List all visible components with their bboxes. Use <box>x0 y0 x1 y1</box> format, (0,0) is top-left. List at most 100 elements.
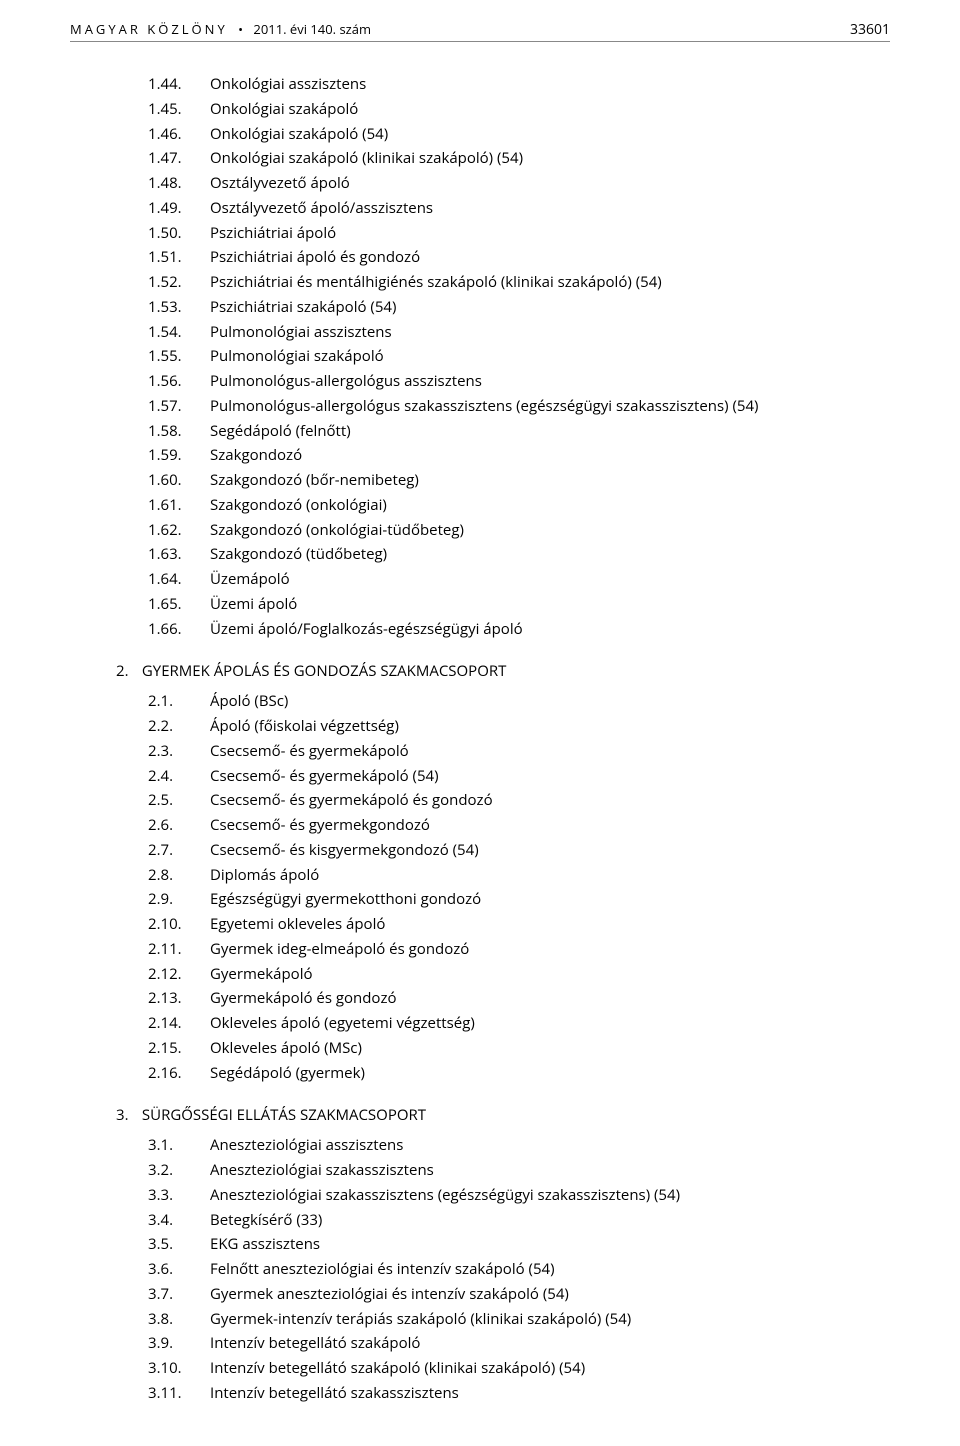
list-item-text: Csecsemő- és gyermekgondozó <box>210 813 890 838</box>
list-item: 1.57.Pulmonológus-allergológus szakasszi… <box>148 394 890 419</box>
list-item: 1.60.Szakgondozó (bőr-nemibeteg) <box>148 468 890 493</box>
publication-name: MAGYAR KÖZLÖNY <box>70 20 228 38</box>
list-item-text: Pszichiátriai szakápoló (54) <box>210 295 890 320</box>
list-item-text: Segédápoló (gyermek) <box>210 1061 890 1086</box>
list-item: 1.64.Üzemápoló <box>148 567 890 592</box>
list-item-number: 1.55. <box>148 344 210 369</box>
list-item: 2.6.Csecsemő- és gyermekgondozó <box>148 813 890 838</box>
header-bullet: • <box>234 20 247 38</box>
list-item: 1.56.Pulmonológus-allergológus assziszte… <box>148 369 890 394</box>
list-item-number: 1.52. <box>148 270 210 295</box>
list-item-number: 1.66. <box>148 617 210 642</box>
list-item-text: Csecsemő- és gyermekápoló (54) <box>210 764 890 789</box>
list-item-number: 1.64. <box>148 567 210 592</box>
section-2-title: 2. GYERMEK ÁPOLÁS ÉS GONDOZÁS SZAKMACSOP… <box>116 661 890 681</box>
list-item-number: 1.62. <box>148 518 210 543</box>
list-item-number: 1.57. <box>148 394 210 419</box>
list-section-1-cont: 1.44.Onkológiai asszisztens1.45.Onkológi… <box>148 72 890 641</box>
list-item-text: Ápoló (főiskolai végzettség) <box>210 714 890 739</box>
list-item-text: Gyermekápoló <box>210 962 890 987</box>
list-item-text: Intenzív betegellátó szakasszisztens <box>210 1381 890 1406</box>
list-item: 2.7.Csecsemő- és kisgyermekgondozó (54) <box>148 838 890 863</box>
list-item-text: Aneszteziológiai szakasszisztens <box>210 1158 890 1183</box>
list-item-text: Intenzív betegellátó szakápoló (klinikai… <box>210 1356 890 1381</box>
list-item-text: Onkológiai asszisztens <box>210 72 890 97</box>
list-item: 1.53.Pszichiátriai szakápoló (54) <box>148 295 890 320</box>
list-item: 2.15.Okleveles ápoló (MSc) <box>148 1036 890 1061</box>
list-item-number: 2.15. <box>148 1036 210 1061</box>
list-item: 1.65.Üzemi ápoló <box>148 592 890 617</box>
list-item-text: Pulmonológus-allergológus szakassziszten… <box>210 394 890 419</box>
list-item: 3.1.Aneszteziológiai asszisztens <box>148 1133 890 1158</box>
list-item-number: 2.10. <box>148 912 210 937</box>
list-item-text: Osztályvezető ápoló/asszisztens <box>210 196 890 221</box>
list-item: 1.48.Osztályvezető ápoló <box>148 171 890 196</box>
list-item-number: 2.5. <box>148 788 210 813</box>
list-item-text: Pulmonológiai szakápoló <box>210 344 890 369</box>
list-item-number: 2.13. <box>148 986 210 1011</box>
section-3-title: 3. SÜRGŐSSÉGI ELLÁTÁS SZAKMACSOPORT <box>116 1105 890 1125</box>
list-item-number: 1.47. <box>148 146 210 171</box>
list-item-text: Onkológiai szakápoló (klinikai szakápoló… <box>210 146 890 171</box>
list-item-number: 2.8. <box>148 863 210 888</box>
list-item-number: 1.56. <box>148 369 210 394</box>
list-item-text: Okleveles ápoló (egyetemi végzettség) <box>210 1011 890 1036</box>
list-item: 3.8.Gyermek-intenzív terápiás szakápoló … <box>148 1307 890 1332</box>
header-left: MAGYAR KÖZLÖNY • 2011. évi 140. szám <box>70 20 371 38</box>
section-3-num: 3. <box>116 1105 138 1125</box>
list-item-number: 1.45. <box>148 97 210 122</box>
list-item: 3.10.Intenzív betegellátó szakápoló (kli… <box>148 1356 890 1381</box>
list-item-text: Szakgondozó (tüdőbeteg) <box>210 542 890 567</box>
list-item: 1.52.Pszichiátriai és mentálhigiénés sza… <box>148 270 890 295</box>
list-item: 1.47.Onkológiai szakápoló (klinikai szak… <box>148 146 890 171</box>
list-item-number: 2.1. <box>148 689 210 714</box>
list-item-text: Segédápoló (felnőtt) <box>210 419 890 444</box>
list-item-text: Csecsemő- és gyermekápoló <box>210 739 890 764</box>
list-item: 1.58.Segédápoló (felnőtt) <box>148 419 890 444</box>
list-item: 3.3.Aneszteziológiai szakasszisztens (eg… <box>148 1183 890 1208</box>
list-item: 1.51.Pszichiátriai ápoló és gondozó <box>148 245 890 270</box>
list-item: 1.49.Osztályvezető ápoló/asszisztens <box>148 196 890 221</box>
list-item-number: 3.7. <box>148 1282 210 1307</box>
list-item-number: 3.6. <box>148 1257 210 1282</box>
list-item-number: 2.7. <box>148 838 210 863</box>
list-item-number: 1.65. <box>148 592 210 617</box>
list-item-text: Okleveles ápoló (MSc) <box>210 1036 890 1061</box>
list-item-number: 1.51. <box>148 245 210 270</box>
list-item-text: Üzemápoló <box>210 567 890 592</box>
list-item: 3.11.Intenzív betegellátó szakassziszten… <box>148 1381 890 1406</box>
list-item-number: 3.2. <box>148 1158 210 1183</box>
list-item: 1.50.Pszichiátriai ápoló <box>148 221 890 246</box>
list-item-text: Csecsemő- és kisgyermekgondozó (54) <box>210 838 890 863</box>
list-item-number: 1.50. <box>148 221 210 246</box>
list-item: 2.2.Ápoló (főiskolai végzettség) <box>148 714 890 739</box>
list-item-number: 1.63. <box>148 542 210 567</box>
list-item-text: Gyermekápoló és gondozó <box>210 986 890 1011</box>
list-section-3: 3.1.Aneszteziológiai asszisztens3.2.Anes… <box>148 1133 890 1405</box>
list-item-text: Intenzív betegellátó szakápoló <box>210 1331 890 1356</box>
running-header: MAGYAR KÖZLÖNY • 2011. évi 140. szám 336… <box>70 20 890 42</box>
list-item: 1.62.Szakgondozó (onkológiai-tüdőbeteg) <box>148 518 890 543</box>
page-number: 33601 <box>850 20 890 39</box>
list-item: 2.5.Csecsemő- és gyermekápoló és gondozó <box>148 788 890 813</box>
list-item-text: Egyetemi okleveles ápoló <box>210 912 890 937</box>
list-item: 3.7.Gyermek aneszteziológiai és intenzív… <box>148 1282 890 1307</box>
list-item-text: Gyermek ideg-elmeápoló és gondozó <box>210 937 890 962</box>
list-item-text: Aneszteziológiai asszisztens <box>210 1133 890 1158</box>
list-item: 3.5.EKG asszisztens <box>148 1232 890 1257</box>
list-item-number: 2.11. <box>148 937 210 962</box>
list-item: 2.9.Egészségügyi gyermekotthoni gondozó <box>148 887 890 912</box>
list-item-text: Diplomás ápoló <box>210 863 890 888</box>
list-item-text: Pulmonológiai asszisztens <box>210 320 890 345</box>
list-item-text: Felnőtt aneszteziológiai és intenzív sza… <box>210 1257 890 1282</box>
list-item-text: Csecsemő- és gyermekápoló és gondozó <box>210 788 890 813</box>
list-item-number: 2.9. <box>148 887 210 912</box>
list-item-number: 2.6. <box>148 813 210 838</box>
list-item-text: Üzemi ápoló <box>210 592 890 617</box>
list-item: 3.6.Felnőtt aneszteziológiai és intenzív… <box>148 1257 890 1282</box>
list-item-text: Pszichiátriai ápoló <box>210 221 890 246</box>
list-item: 1.55.Pulmonológiai szakápoló <box>148 344 890 369</box>
list-item: 1.66.Üzemi ápoló/Foglalkozás-egészségügy… <box>148 617 890 642</box>
list-item-number: 1.53. <box>148 295 210 320</box>
section-2-label: GYERMEK ÁPOLÁS ÉS GONDOZÁS SZAKMACSOPORT <box>142 661 506 681</box>
